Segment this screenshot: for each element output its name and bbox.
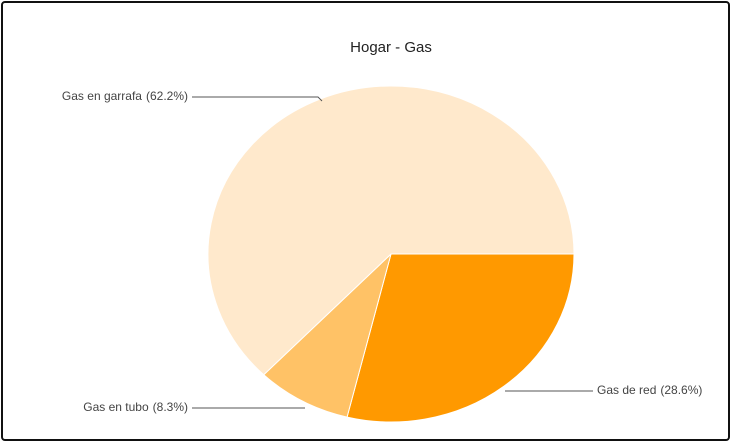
slice-value: (8.3%): [153, 400, 188, 414]
leader-line: [192, 96, 323, 102]
slice-label: Gas de red (28.6%): [597, 383, 702, 397]
slice-label: Gas en tubo (8.3%): [83, 400, 188, 414]
chart-title: Hogar - Gas: [350, 39, 432, 56]
slice-category: Gas en tubo: [83, 400, 149, 414]
pie-slice: [263, 252, 392, 418]
pie-slice: [207, 85, 575, 376]
slice-category: Gas de red: [597, 383, 656, 397]
slice-label: Gas en garrafa (62.2%): [62, 89, 188, 103]
slice-value: (28.6%): [660, 383, 702, 397]
slice-category: Gas en garrafa: [62, 89, 142, 103]
frame: [1, 1, 730, 441]
slice-value: (62.2%): [146, 89, 188, 103]
pie-slice: [346, 253, 575, 423]
